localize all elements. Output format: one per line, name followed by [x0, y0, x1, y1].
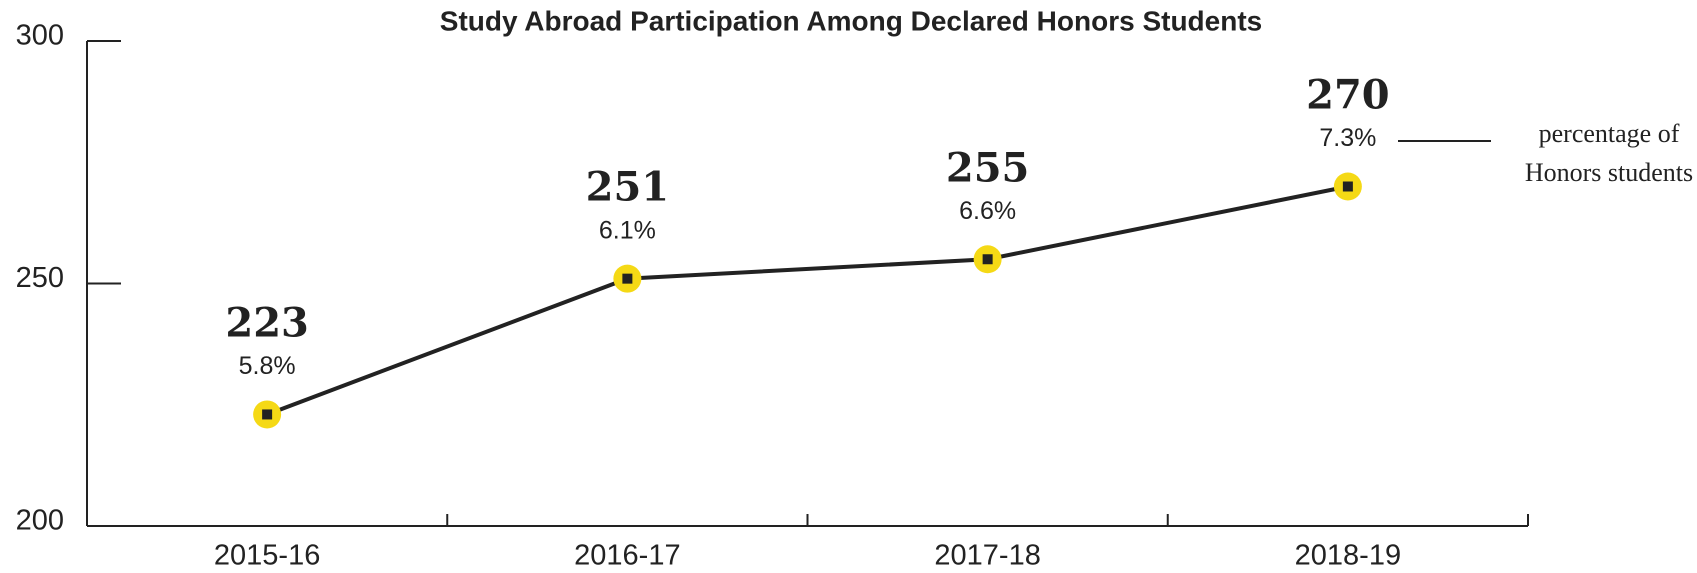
y-tick-label: 250: [16, 262, 64, 294]
y-tick-label: 300: [16, 20, 64, 52]
line: [266, 184, 1349, 417]
data-label: 255: [946, 144, 1030, 191]
marker: [622, 273, 633, 284]
marker: [262, 409, 273, 420]
data-label: 270: [1306, 72, 1390, 119]
annotation: percentage of: [1539, 119, 1680, 148]
x-tick-label: 2018-19: [1295, 540, 1401, 572]
x-tick-label: 2016-17: [574, 540, 680, 572]
percent-label: 7.3%: [1319, 124, 1376, 152]
marker: [1342, 181, 1353, 192]
data-label: 223: [225, 299, 309, 346]
data-label: 251: [586, 164, 670, 211]
percent-label: 6.1%: [599, 216, 656, 244]
percent-label: 5.8%: [239, 352, 296, 380]
percent-label: 6.6%: [959, 197, 1016, 225]
marker: [982, 254, 993, 265]
chart-title: Study Abroad Participation Among Declare…: [440, 5, 1262, 36]
x-tick-label: 2017-18: [934, 540, 1040, 572]
y-tick-label: 200: [16, 505, 64, 537]
annotation: Honors students: [1525, 158, 1693, 187]
x-tick-label: 2015-16: [214, 540, 320, 572]
